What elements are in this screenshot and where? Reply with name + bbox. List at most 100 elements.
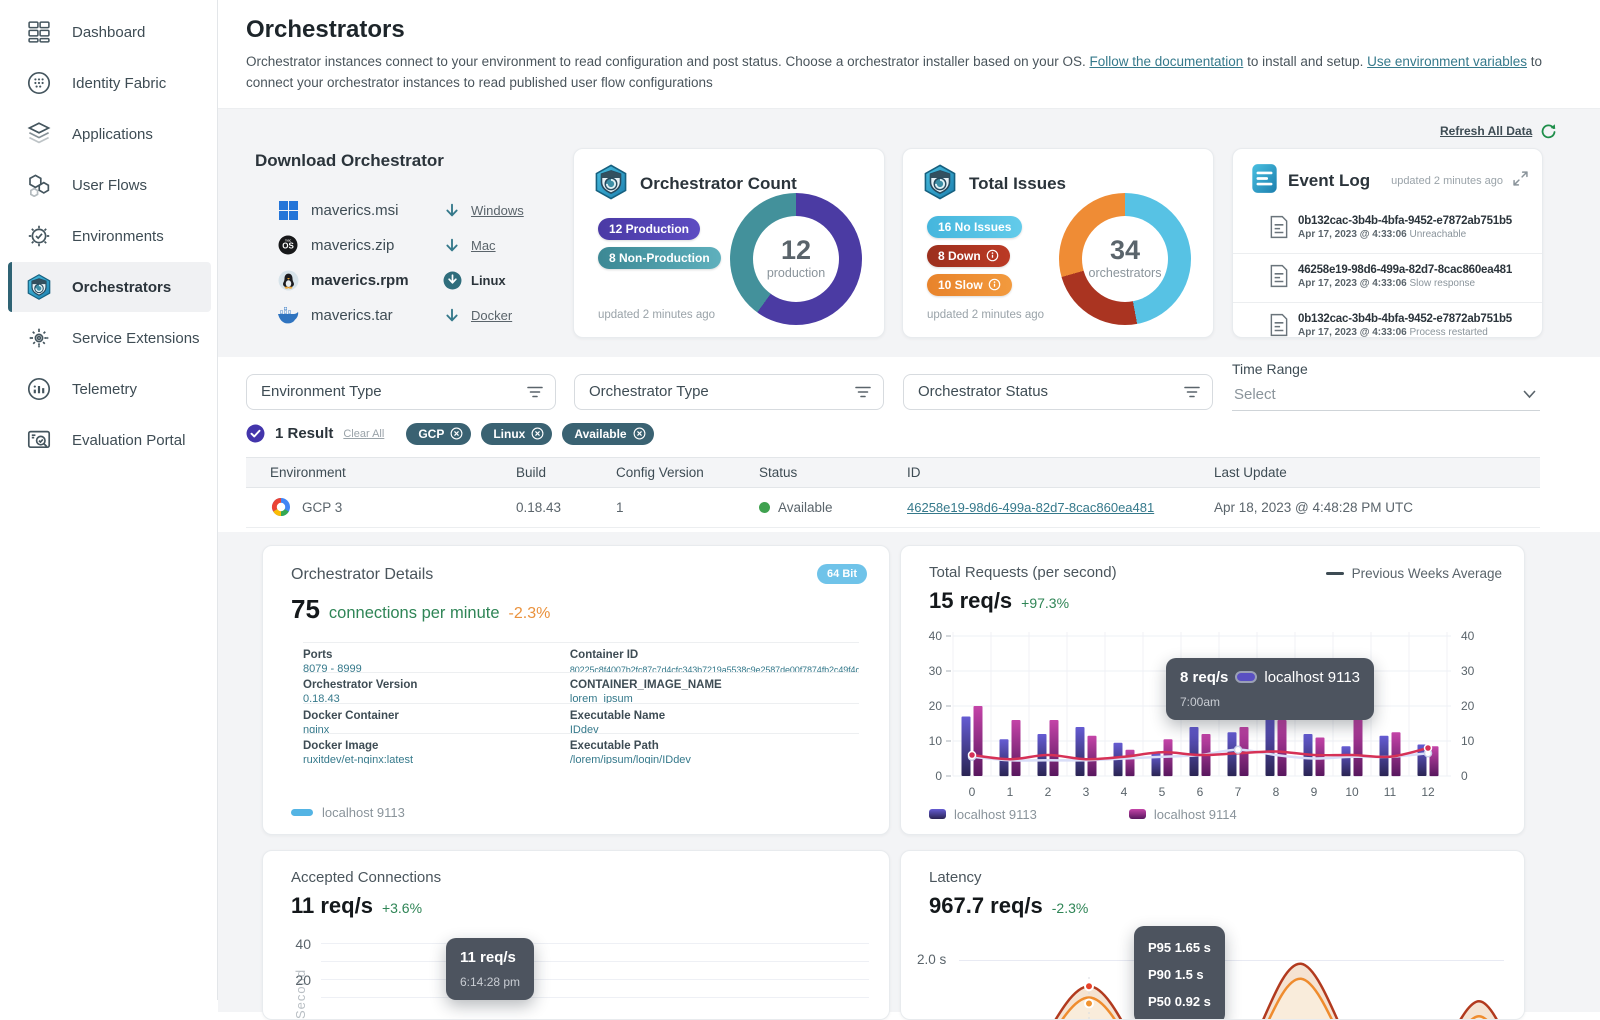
- slow-badge[interactable]: 10 Slow: [927, 273, 1012, 296]
- time-range-control: Time Range Select: [1232, 361, 1540, 411]
- results-bar: 1 Result Clear All GCP Linux Available: [246, 422, 654, 445]
- orchestrator-id-link[interactable]: 46258e19-98d6-499a-82d7-8cac860ea481: [907, 499, 1155, 515]
- log-entry[interactable]: 0b132cac-3b4b-4bfa-9452-e7872ab751b5 Apr…: [1233, 301, 1542, 351]
- filter-icon: [527, 386, 543, 398]
- details-legend: localhost 9113: [291, 805, 405, 820]
- updated-timestamp: updated 2 minutes ago: [598, 308, 716, 321]
- svg-text:30: 30: [1461, 664, 1475, 678]
- close-icon: [450, 427, 463, 440]
- sidebar-item-user-flows[interactable]: User Flows: [8, 160, 211, 210]
- donut-center: 34 orchestrators: [1088, 235, 1162, 281]
- svg-text:0: 0: [1461, 769, 1468, 783]
- download-row-windows: maverics.msi Windows: [255, 193, 555, 228]
- orchestrator-count-card: Orchestrator Count 12 Production 8 Non-P…: [573, 147, 885, 338]
- download-os-link[interactable]: Linux: [471, 272, 506, 288]
- sidebar-item-telemetry[interactable]: Telemetry: [8, 364, 211, 414]
- filter-chip-linux[interactable]: Linux: [481, 422, 553, 445]
- legend-dash: [1325, 571, 1344, 576]
- download-arrow-icon[interactable]: [441, 234, 463, 256]
- environments-icon: [22, 219, 56, 253]
- event-log-card: Event Log updated 2 minutes ago 0b132cac…: [1232, 147, 1543, 338]
- environment-variables-link[interactable]: Use environment variables: [1367, 54, 1527, 69]
- orchestrator-status-filter[interactable]: Orchestrator Status: [903, 373, 1213, 410]
- sidebar: Dashboard Identity Fabric Applications U…: [0, 0, 218, 1000]
- download-file-name: maverics.rpm: [311, 271, 409, 289]
- documentation-link[interactable]: Follow the documentation: [1089, 54, 1244, 69]
- log-entry[interactable]: 0b132cac-3b4b-4bfa-9452-e7872ab751b5 Apr…: [1233, 205, 1542, 253]
- overview-section: Refresh All Data Download Orchestrator m…: [218, 107, 1600, 357]
- orchestrator-type-filter[interactable]: Orchestrator Type: [574, 373, 884, 410]
- description-text: Orchestrator instances connect to your e…: [246, 54, 1090, 69]
- filter-chip-gcp[interactable]: GCP: [406, 422, 472, 445]
- donut-center: 12 production: [766, 235, 826, 281]
- svg-text:10: 10: [1461, 734, 1475, 748]
- info-icon: [988, 279, 1000, 291]
- sidebar-item-applications[interactable]: Applications: [8, 109, 211, 159]
- gridline: [321, 996, 869, 998]
- y-tick: 40: [295, 935, 311, 952]
- sidebar-item-service-extensions[interactable]: Service Extensions: [8, 313, 211, 363]
- chart-tooltip: 8 req/s localhost 9113 7:00am: [1166, 657, 1374, 720]
- card-title: Total Issues: [969, 174, 1066, 194]
- svg-text:10: 10: [929, 734, 943, 748]
- svg-text:OS: OS: [282, 242, 294, 251]
- requests-delta: +97.3%: [1021, 594, 1070, 611]
- sidebar-item-evaluation-portal[interactable]: Evaluation Portal: [8, 415, 211, 465]
- identity-fabric-icon: [22, 66, 56, 100]
- service-extensions-icon: [22, 321, 56, 355]
- latency-card: Latency 967.7 req/s -2.3% 2.0 s P95 1.65…: [900, 849, 1525, 1020]
- close-icon: [531, 427, 544, 440]
- environment-type-filter[interactable]: Environment Type: [246, 373, 556, 410]
- sidebar-item-orchestrators[interactable]: Orchestrators: [8, 262, 211, 312]
- accepted-connections-card: Accepted Connections 11 req/s +3.6% Seco…: [262, 849, 890, 1020]
- chart-title: Latency: [929, 868, 982, 886]
- download-os-link[interactable]: Windows: [471, 202, 524, 218]
- sidebar-item-environments[interactable]: Environments: [8, 211, 211, 261]
- svg-text:20: 20: [929, 699, 943, 713]
- download-os-link[interactable]: Docker: [471, 307, 513, 323]
- charts-section: Orchestrator Details 64 Bit 75 connectio…: [218, 531, 1600, 1020]
- page-description: Orchestrator instances connect to your e…: [246, 52, 1556, 94]
- download-os-link[interactable]: Mac: [471, 237, 496, 253]
- chevron-down-icon: [1523, 390, 1536, 399]
- down-badge[interactable]: 8 Down: [927, 244, 1010, 267]
- sidebar-item-identity-fabric[interactable]: Identity Fabric: [8, 58, 211, 108]
- refresh-icon: [1541, 124, 1556, 139]
- download-arrow-icon[interactable]: [441, 199, 463, 221]
- sidebar-item-label: Evaluation Portal: [72, 431, 186, 449]
- document-icon: [1269, 215, 1289, 244]
- download-file-name: maverics.tar: [311, 306, 393, 324]
- orchestrator-details-card: Orchestrator Details 64 Bit 75 connectio…: [262, 544, 890, 835]
- svg-text:0: 0: [969, 785, 976, 799]
- download-arrow-filled-icon[interactable]: [441, 269, 463, 291]
- log-entry[interactable]: 46258e19-98d6-499a-82d7-8cac860ea481 Apr…: [1233, 252, 1542, 302]
- bar-chart-legend: localhost 9113 localhost 9114: [929, 807, 1237, 822]
- svg-text:3: 3: [1083, 785, 1090, 799]
- gridline: [321, 978, 869, 980]
- 64bit-badge: 64 Bit: [817, 563, 867, 584]
- filter-chip-available[interactable]: Available: [562, 422, 654, 445]
- latency-area-chart[interactable]: [951, 947, 1511, 1020]
- time-range-select[interactable]: Select: [1232, 383, 1540, 411]
- refresh-label: Refresh All Data: [1440, 123, 1533, 138]
- gridline: [959, 959, 1504, 961]
- refresh-all-data-button[interactable]: Refresh All Data: [1440, 121, 1558, 141]
- sidebar-item-label: Environments: [72, 227, 164, 245]
- table-header-row: Environment Build Config Version Status …: [246, 457, 1540, 488]
- orchestrator-shield-icon: [592, 163, 630, 206]
- svg-text:5: 5: [1159, 785, 1166, 799]
- svg-text:11: 11: [1384, 785, 1397, 799]
- download-title: Download Orchestrator: [255, 150, 444, 170]
- expand-icon[interactable]: [1513, 171, 1528, 191]
- orchestrator-table: Environment Build Config Version Status …: [246, 456, 1540, 528]
- clear-all-link[interactable]: Clear All: [343, 427, 385, 440]
- download-file-name: maverics.msi: [311, 201, 399, 219]
- download-arrow-icon[interactable]: [441, 304, 463, 326]
- last-update-value: Apr 18, 2023 @ 4:48:28 PM UTC: [1214, 499, 1414, 515]
- connections-value: 75: [291, 593, 320, 624]
- svg-text:2: 2: [1045, 785, 1052, 799]
- table-row[interactable]: GCP 3 0.18.43 1 Available 46258e19-98d6-…: [246, 487, 1540, 528]
- sidebar-item-dashboard[interactable]: Dashboard: [8, 7, 211, 57]
- filter-table-section: Environment Type Orchestrator Type Orche…: [218, 356, 1600, 532]
